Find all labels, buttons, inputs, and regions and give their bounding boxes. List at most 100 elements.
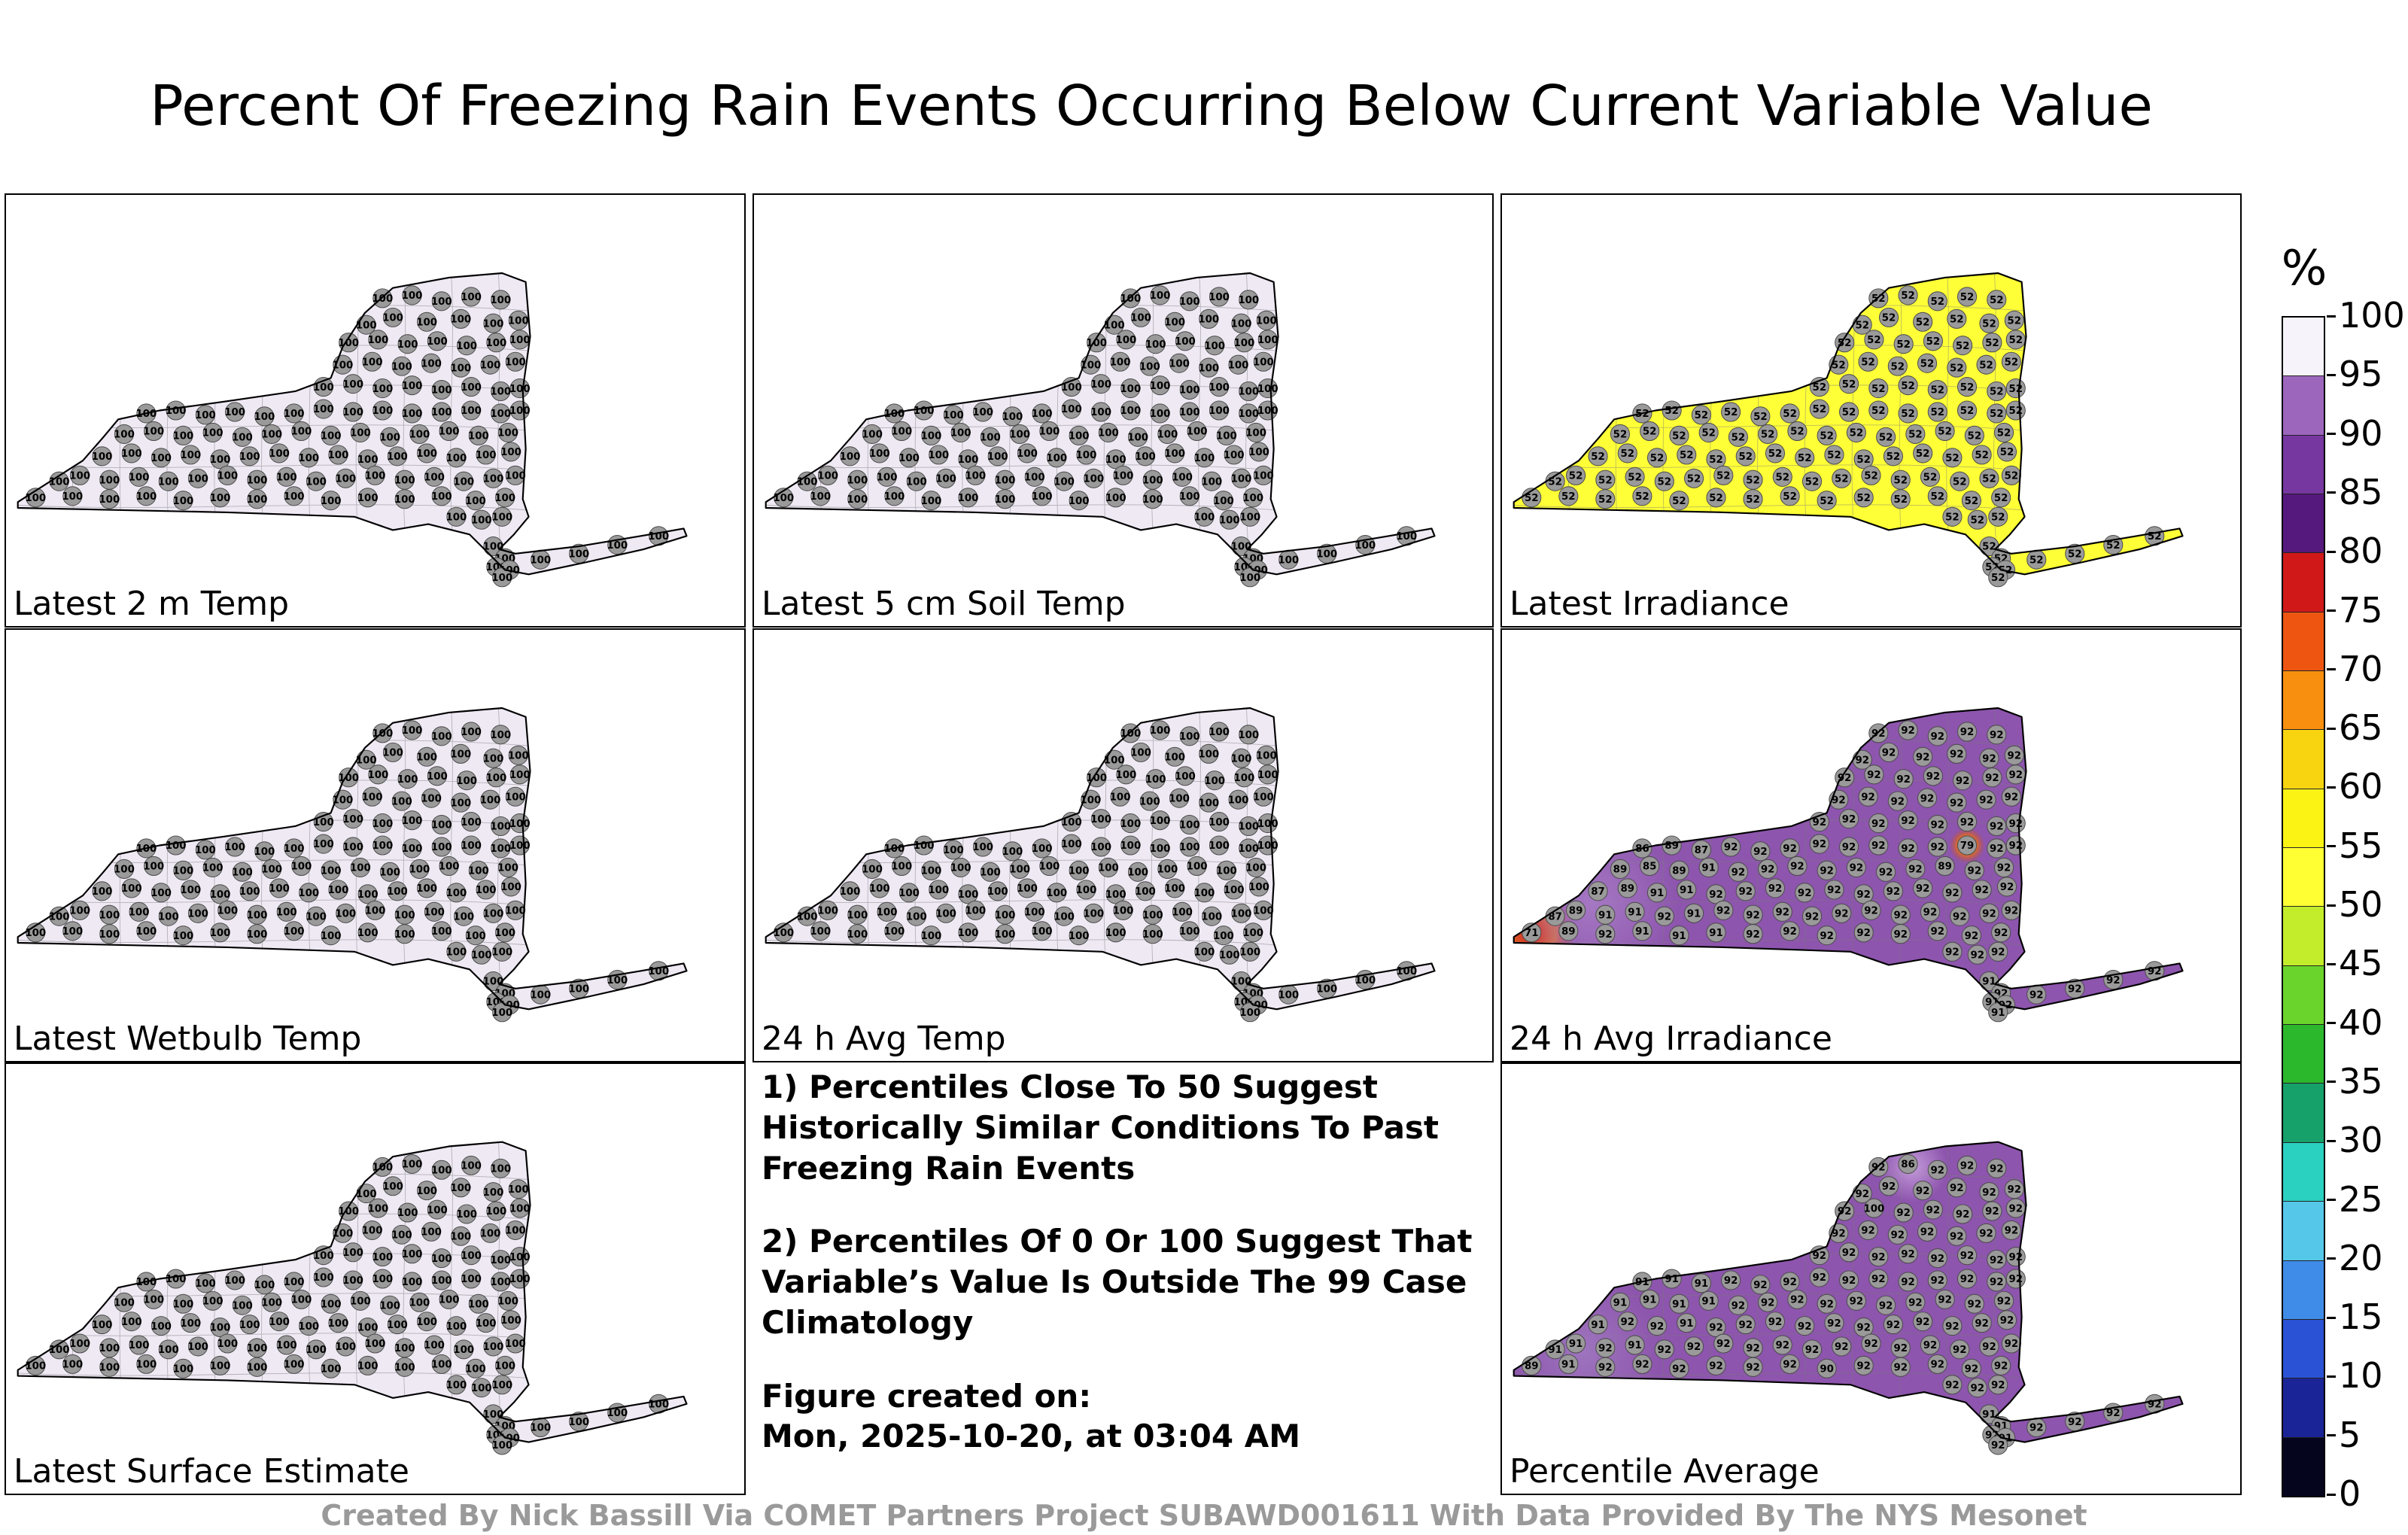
station-marker xyxy=(357,1355,378,1375)
station-value: 92 xyxy=(2000,1315,2014,1327)
station-value: 100 xyxy=(505,906,526,917)
station-value: 100 xyxy=(1216,866,1237,877)
station-marker xyxy=(417,1312,437,1332)
station-value: 100 xyxy=(1257,840,1278,852)
station-marker xyxy=(454,906,474,926)
station-marker xyxy=(1228,354,1248,375)
station-marker xyxy=(1243,488,1263,508)
station-value: 100 xyxy=(810,926,831,938)
station-value: 100 xyxy=(180,885,201,896)
station-marker xyxy=(1953,771,1973,791)
station-value: 92 xyxy=(1956,776,1970,787)
station-marker xyxy=(1654,471,1674,491)
station-value: 100 xyxy=(445,888,467,899)
station-value: 100 xyxy=(254,847,275,858)
station-value: 100 xyxy=(480,795,501,806)
station-value: 100 xyxy=(1231,753,1252,764)
station-marker xyxy=(1935,421,1955,442)
station-marker xyxy=(1669,491,1689,511)
station-value: 100 xyxy=(427,1205,448,1216)
station-value: 92 xyxy=(1960,1274,1975,1285)
station-marker xyxy=(387,881,407,901)
station-marker xyxy=(1240,941,1260,962)
station-value: 100 xyxy=(505,357,526,368)
station-value: 100 xyxy=(150,888,172,899)
station-marker xyxy=(461,1245,482,1266)
station-value: 52 xyxy=(1525,493,1539,504)
station-value: 100 xyxy=(1090,814,1111,825)
station-value: 52 xyxy=(1970,515,1984,526)
station-value: 100 xyxy=(372,819,393,830)
station-value: 52 xyxy=(1985,338,1999,349)
station-marker xyxy=(1920,467,1941,487)
station-value: 100 xyxy=(1231,977,1252,988)
station-value: 100 xyxy=(1198,363,1219,374)
station-value: 100 xyxy=(1083,908,1104,919)
station-marker xyxy=(1024,901,1044,922)
station-value: 92 xyxy=(1856,1323,1871,1334)
station-marker xyxy=(173,1293,193,1314)
station-value: 100 xyxy=(1216,431,1237,442)
station-value: 100 xyxy=(357,1361,379,1372)
station-value: 100 xyxy=(99,910,120,921)
station-value: 100 xyxy=(173,496,194,507)
station-value: 100 xyxy=(1198,315,1219,326)
station-marker xyxy=(1942,1375,1963,1395)
station-marker xyxy=(1654,1339,1674,1360)
station-marker xyxy=(1839,1270,1859,1290)
station-marker xyxy=(291,856,312,877)
station-value: 100 xyxy=(1130,313,1151,324)
station-marker xyxy=(1150,720,1170,740)
station-value: 100 xyxy=(402,1249,423,1260)
station-value: 100 xyxy=(568,1417,589,1428)
station-value: 100 xyxy=(99,1343,120,1354)
station-marker xyxy=(492,941,512,962)
station-value: 92 xyxy=(1908,1297,1923,1309)
station-value: 100 xyxy=(1142,494,1163,506)
station-value: 100 xyxy=(921,931,942,942)
station-value: 100 xyxy=(1105,928,1126,939)
station-value: 100 xyxy=(509,384,531,395)
station-value: 100 xyxy=(1179,385,1200,397)
station-marker xyxy=(1864,330,1884,350)
station-marker xyxy=(1890,1357,1911,1377)
station-value: 100 xyxy=(607,540,628,552)
station-value: 100 xyxy=(1256,751,1277,762)
station-value: 100 xyxy=(862,865,883,876)
station-value: 100 xyxy=(1193,512,1215,523)
station-value: 100 xyxy=(49,1345,70,1356)
station-value: 52 xyxy=(2000,447,2014,458)
station-marker xyxy=(914,400,934,421)
station-marker xyxy=(1209,287,1230,307)
station-marker xyxy=(1917,788,1938,808)
station-value: 100 xyxy=(356,320,377,331)
station-marker xyxy=(1194,448,1215,468)
station-value: 100 xyxy=(416,752,437,763)
colorbar-cell xyxy=(2283,671,2324,731)
station-marker xyxy=(505,1220,525,1240)
station-value: 100 xyxy=(290,862,312,873)
station-value: 52 xyxy=(1832,360,1846,371)
station-value: 100 xyxy=(357,928,379,939)
colorbar-cell xyxy=(2283,789,2324,849)
station-value: 100 xyxy=(483,1409,504,1421)
station-value: 52 xyxy=(1672,431,1686,442)
station-value: 100 xyxy=(1245,863,1266,874)
station-marker xyxy=(1905,1292,1926,1312)
station-value: 92 xyxy=(2008,751,2022,762)
station-marker xyxy=(508,310,528,330)
colorbar-tick-label: 100 xyxy=(2339,295,2405,336)
station-value: 52 xyxy=(1724,407,1738,418)
station-value: 100 xyxy=(431,1166,452,1177)
station-marker xyxy=(427,1199,447,1220)
station-marker xyxy=(465,926,485,946)
station-marker xyxy=(136,921,157,941)
station-marker xyxy=(321,491,341,511)
station-marker xyxy=(1927,814,1947,835)
station-value: 91 xyxy=(1643,1295,1657,1306)
station-value: 100 xyxy=(114,430,135,441)
station-value: 92 xyxy=(1931,1275,1945,1287)
station-value: 100 xyxy=(485,1206,506,1217)
